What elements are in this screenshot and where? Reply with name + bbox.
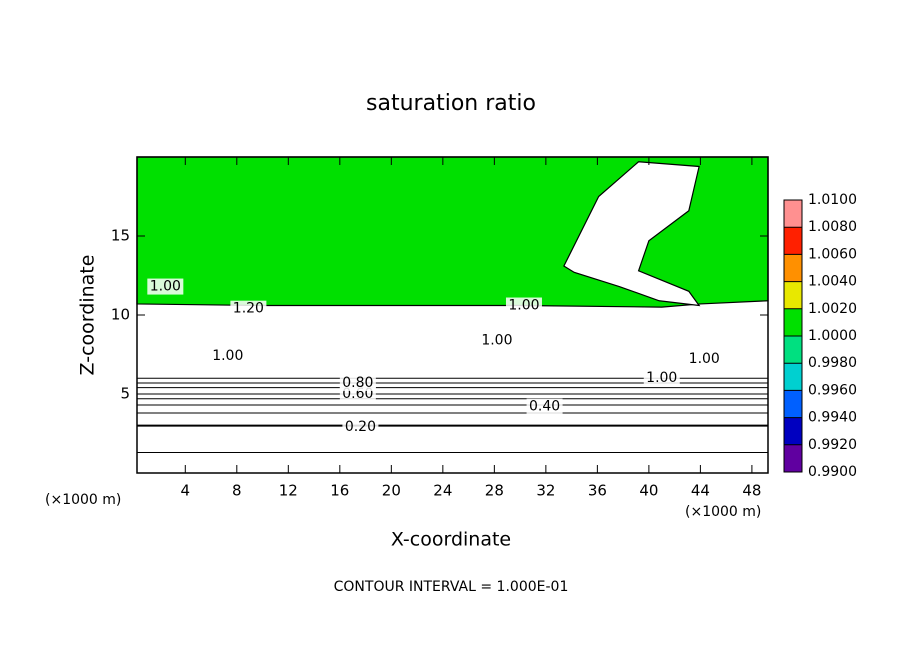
x-tick-label: 48 — [742, 482, 761, 500]
contour-label: 1.00 — [646, 370, 677, 386]
x-axis-label: X-coordinate — [391, 529, 511, 551]
x-tick-label: 32 — [536, 482, 555, 500]
x-tick-label: 24 — [433, 482, 452, 500]
contour-label-bg — [209, 348, 246, 365]
colorbar-label: 1.0060 — [808, 246, 857, 262]
x-tick-label: 40 — [639, 482, 658, 500]
contour-label: 0.20 — [345, 419, 376, 435]
contour-label-bg — [339, 374, 376, 391]
chart-title: saturation ratio — [366, 91, 536, 116]
x-tick-label: 4 — [181, 482, 191, 500]
colorbar-label: 0.9900 — [808, 464, 857, 480]
colorbar-label: 1.0000 — [808, 328, 857, 344]
contour-label-bg — [478, 332, 515, 349]
contour-label: 1.20 — [233, 301, 264, 317]
y-axis-label: Z-coordinate — [77, 255, 99, 376]
colorbar-label: 0.9920 — [808, 437, 857, 453]
x-tick-label: 20 — [382, 482, 401, 500]
contour-label-bg — [342, 419, 379, 436]
contour-label: 1.00 — [508, 298, 539, 314]
colorbar-bin — [784, 417, 802, 445]
colorbar-bin — [784, 308, 802, 336]
colorbar-bin — [784, 336, 802, 364]
x-unit-label: (×1000 m) — [45, 492, 121, 508]
contour-label: 0.40 — [529, 399, 560, 415]
contour-label: 1.00 — [212, 348, 243, 364]
footer-note: CONTOUR INTERVAL = 1.000E-01 — [334, 579, 569, 595]
x-tick-label: 12 — [279, 482, 298, 500]
contour-label-bg — [643, 370, 680, 387]
contour-label-bg — [230, 300, 267, 317]
x-tick-label: 16 — [330, 482, 349, 500]
contour-label: 1.00 — [150, 279, 181, 295]
x-tick-label: 28 — [485, 482, 504, 500]
contour-label: 1.00 — [481, 332, 512, 348]
contour-label: 0.80 — [342, 375, 373, 391]
field-region — [563, 161, 701, 307]
colorbar-label: 1.0040 — [808, 274, 857, 290]
contour-label-bg — [686, 351, 723, 368]
colorbar-label: 0.9940 — [808, 410, 857, 426]
colorbar-bin — [784, 363, 802, 391]
colorbar-bin — [784, 444, 802, 472]
colorbar-label: 0.9980 — [808, 355, 857, 371]
y-tick-label: 10 — [111, 306, 130, 324]
colorbar-bin — [784, 281, 802, 309]
colorbar-bin — [784, 200, 802, 228]
x-tick-label: 44 — [691, 482, 710, 500]
contour-label: 1.00 — [689, 351, 720, 367]
contour-label-bg — [505, 297, 542, 314]
x-unit-label: (×1000 m) — [685, 504, 761, 520]
contour-label-bg — [526, 398, 563, 415]
x-tick-label: 36 — [588, 482, 607, 500]
colorbar-bin — [784, 254, 802, 282]
y-tick-label: 15 — [111, 227, 130, 245]
colorbar-label: 0.9960 — [808, 382, 857, 398]
colorbar-bin — [784, 227, 802, 255]
y-tick-label: 5 — [120, 385, 130, 403]
x-tick-label: 8 — [232, 482, 242, 500]
colorbar-label: 1.0020 — [808, 301, 857, 317]
colorbar-label: 1.0100 — [808, 192, 857, 208]
colorbar-bin — [784, 390, 802, 418]
colorbar-label: 1.0080 — [808, 219, 857, 235]
contour-label-bg — [147, 278, 184, 295]
